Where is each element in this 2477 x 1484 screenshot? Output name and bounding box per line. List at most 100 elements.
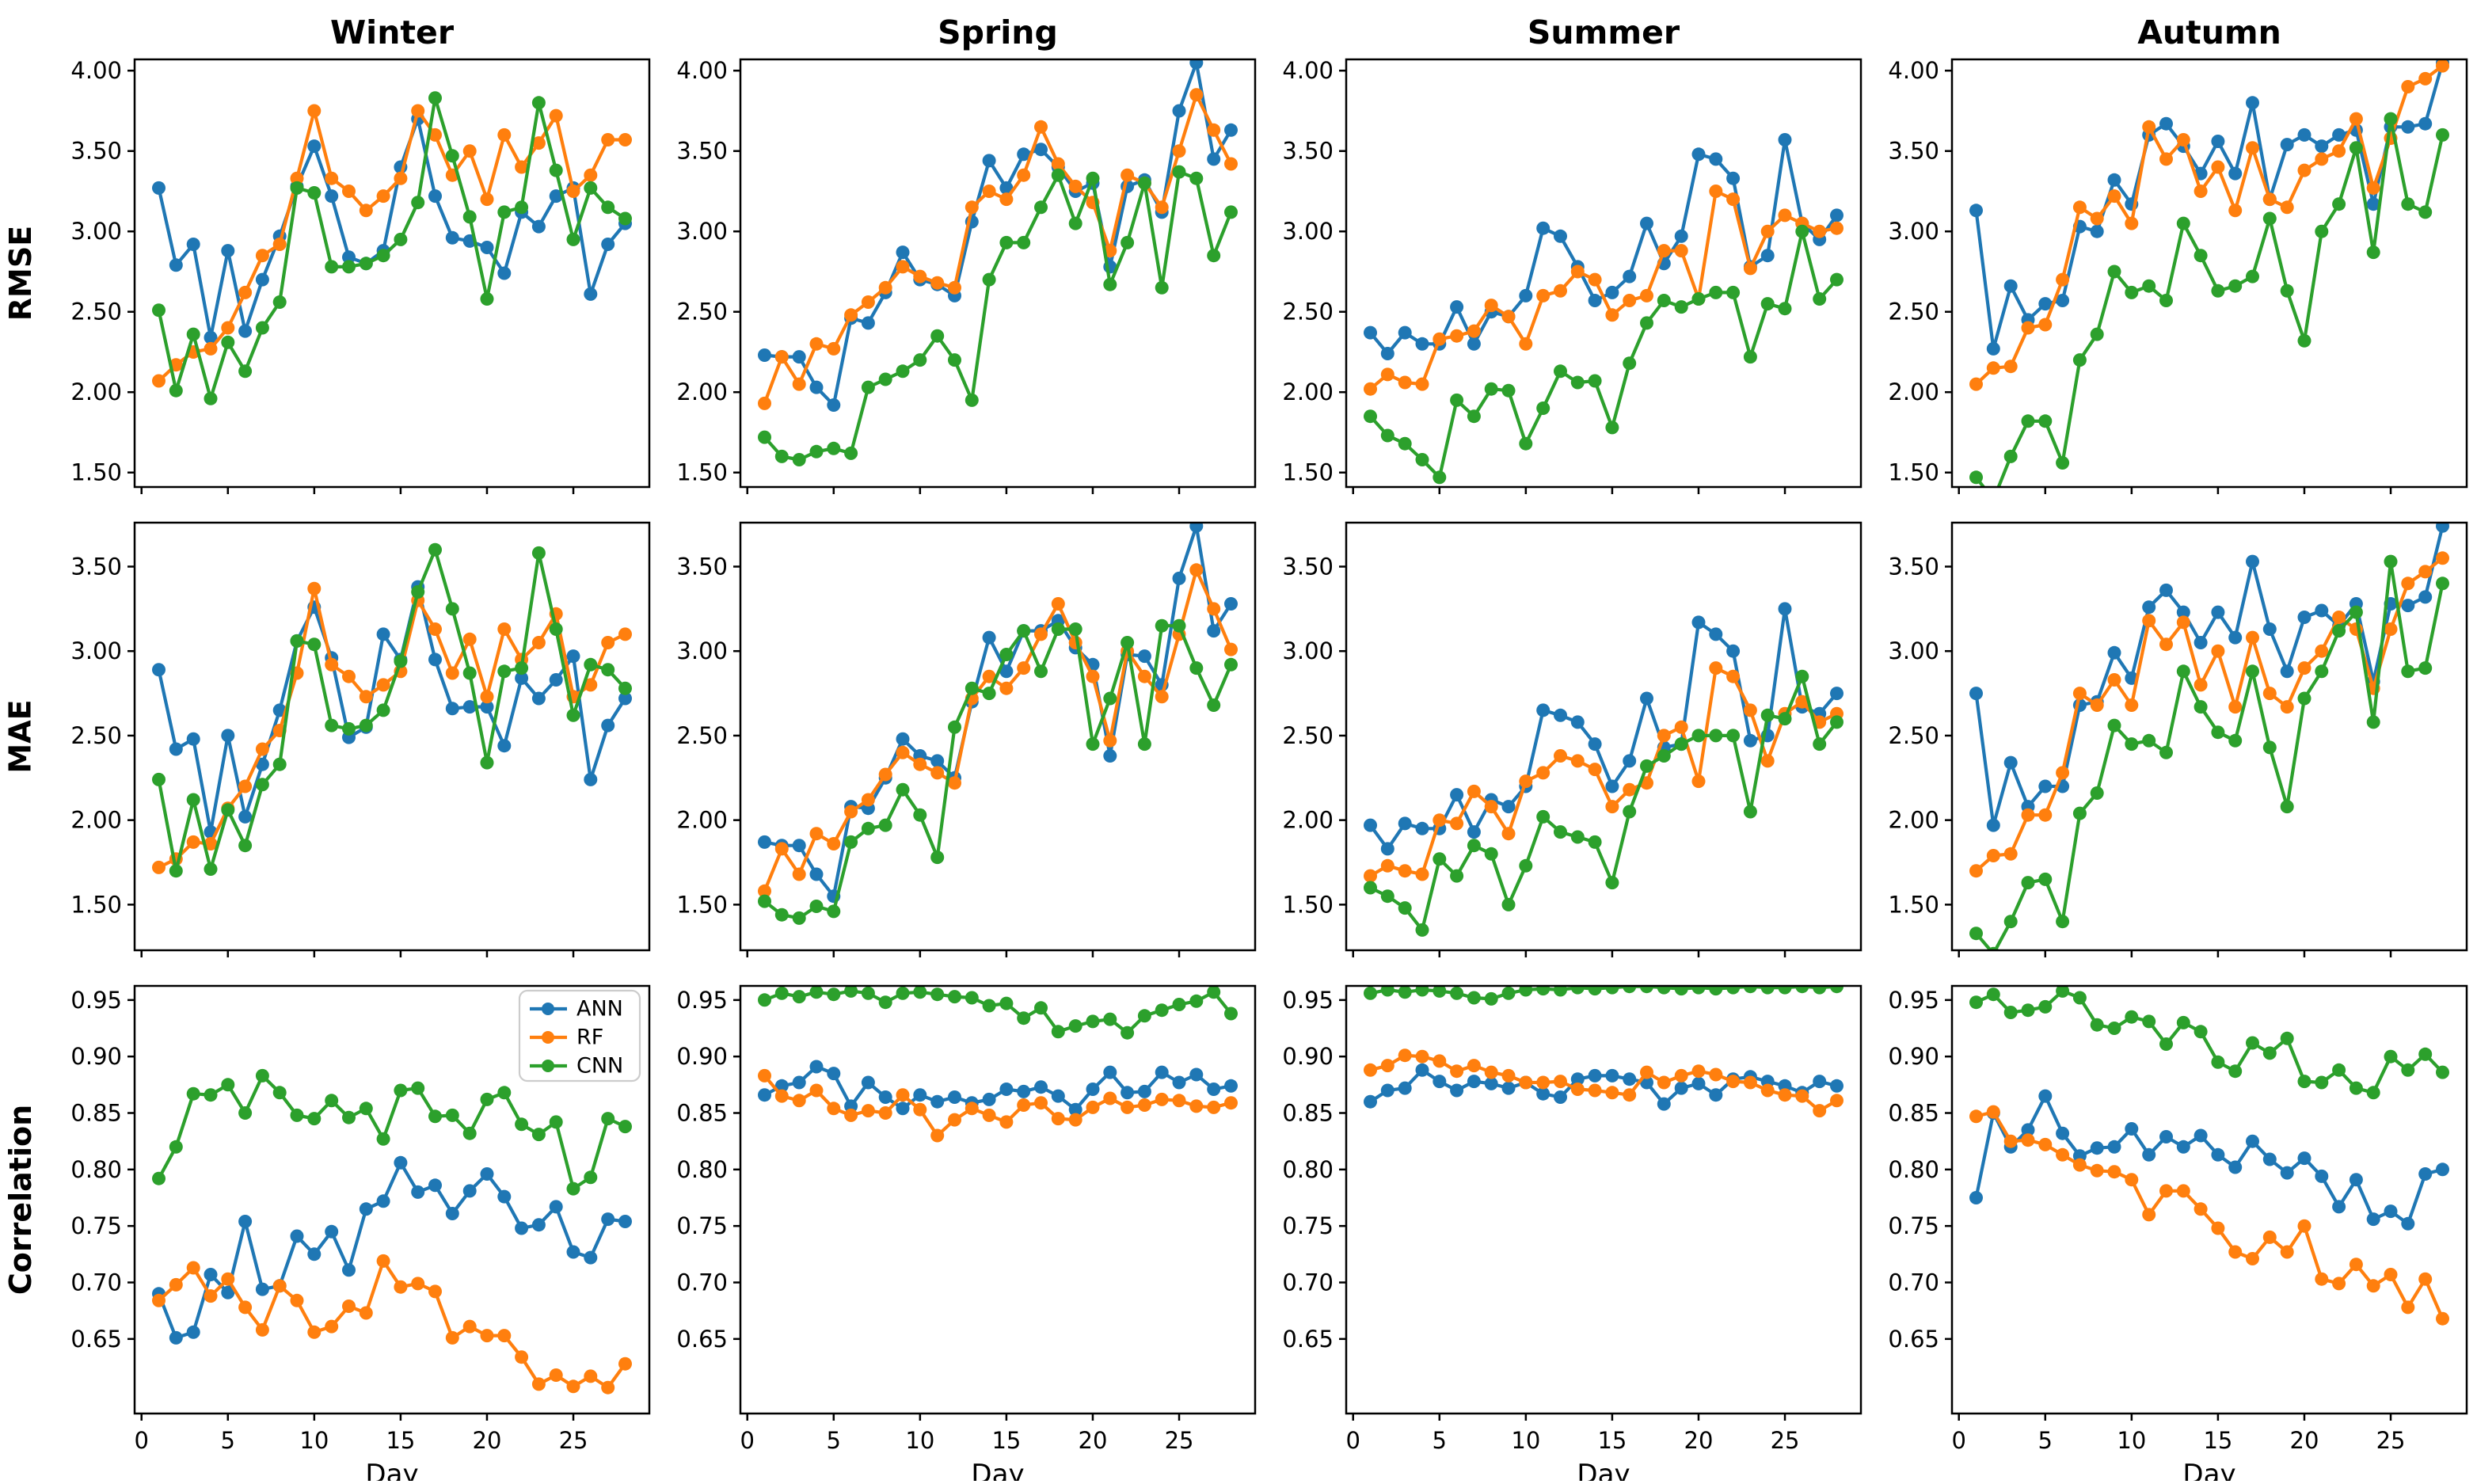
data-point: [584, 1170, 598, 1185]
data-point: [325, 1319, 339, 1334]
series-cnn: [152, 542, 632, 878]
data-point: [1467, 409, 1481, 424]
y-tick-label: 1.50: [1888, 891, 1939, 918]
data-point: [428, 653, 442, 667]
data-point: [1709, 661, 1723, 675]
data-point: [1450, 300, 1464, 314]
data-point: [1570, 1083, 1585, 1096]
data-point: [376, 627, 390, 641]
data-point: [2228, 630, 2243, 645]
data-point: [1674, 737, 1688, 752]
data-point: [531, 546, 546, 560]
data-point: [1987, 946, 1999, 950]
data-point: [930, 850, 945, 865]
data-point: [930, 754, 945, 768]
data-point: [1224, 1096, 1238, 1110]
data-point: [515, 661, 529, 675]
data-point: [1398, 436, 1412, 451]
data-point: [2349, 141, 2363, 155]
data-point: [1657, 244, 1671, 258]
series-line-rf: [763, 93, 1233, 405]
data-point: [1450, 1064, 1464, 1079]
data-point: [497, 1189, 512, 1204]
data-point: [394, 1155, 408, 1170]
y-tick-label: 3.50: [1282, 553, 1334, 580]
data-point: [1398, 1081, 1412, 1095]
data-point: [1415, 923, 1429, 937]
y-tick-label: 2.00: [676, 379, 728, 405]
data-point: [1051, 1025, 1065, 1039]
data-point: [2056, 294, 2070, 307]
data-point: [204, 1088, 218, 1102]
data-point: [1364, 1063, 1377, 1077]
y-tick-label: 2.50: [70, 299, 122, 325]
data-point: [584, 181, 598, 195]
y-tick-label: 2.50: [1282, 299, 1334, 325]
x-tick-label: 15: [386, 1427, 415, 1454]
data-point: [1207, 986, 1221, 999]
data-point: [2280, 1031, 2294, 1045]
data-point: [1415, 986, 1429, 997]
data-point: [1640, 759, 1653, 773]
data-point: [152, 1171, 166, 1185]
data-point: [221, 1078, 235, 1092]
data-point: [2107, 645, 2121, 660]
data-point: [325, 260, 339, 274]
data-point: [549, 189, 563, 204]
data-point: [428, 127, 442, 142]
data-point: [2003, 915, 2018, 929]
data-point: [1986, 818, 2000, 832]
data-point: [2332, 1277, 2346, 1291]
data-point: [1501, 897, 1516, 911]
data-point: [2159, 152, 2173, 166]
data-point: [1640, 216, 1653, 230]
data-point: [480, 241, 494, 254]
data-point: [1433, 332, 1447, 346]
data-point: [2436, 551, 2449, 565]
data-point: [255, 321, 269, 335]
data-point: [913, 757, 927, 771]
data-point: [1623, 754, 1637, 768]
data-point: [930, 329, 945, 343]
data-point: [2090, 1018, 2104, 1032]
data-point: [2211, 644, 2225, 658]
data-point: [2107, 1140, 2121, 1154]
data-point: [549, 1368, 563, 1382]
data-point: [2228, 1064, 2243, 1079]
y-tick-label: 0.85: [70, 1100, 122, 1127]
data-point: [2038, 1089, 2053, 1103]
plot-area: [1346, 986, 1861, 1414]
data-point: [1709, 285, 1723, 299]
data-point: [1969, 995, 1983, 1010]
data-point: [2211, 725, 2225, 740]
data-point: [342, 1263, 356, 1277]
data-point: [1224, 1079, 1238, 1093]
data-point: [1121, 1100, 1135, 1114]
data-point: [1743, 986, 1757, 994]
data-point: [1778, 302, 1792, 316]
data-point: [1743, 350, 1757, 364]
data-point: [1484, 382, 1498, 396]
data-point: [1605, 779, 1619, 793]
data-point: [982, 630, 996, 645]
data-point: [1691, 1064, 1706, 1079]
y-tick-label: 0.70: [1282, 1269, 1334, 1296]
y-tick-label: 2.50: [676, 722, 728, 749]
data-point: [1207, 602, 1221, 616]
data-point: [1189, 171, 1204, 185]
plot-border: [1345, 58, 1863, 489]
data-point: [2072, 1158, 2087, 1172]
data-point: [1450, 1083, 1464, 1098]
data-point: [1224, 1006, 1238, 1021]
data-point: [2142, 614, 2156, 628]
data-point: [1501, 383, 1516, 398]
data-point: [325, 171, 339, 185]
data-point: [2418, 71, 2433, 86]
data-point: [1795, 669, 1809, 683]
data-point: [2228, 166, 2243, 181]
y-tick-label: 2.50: [1282, 722, 1334, 749]
data-point: [2176, 216, 2190, 230]
data-point: [792, 1094, 806, 1108]
data-point: [1137, 649, 1151, 664]
data-point: [2262, 740, 2277, 755]
